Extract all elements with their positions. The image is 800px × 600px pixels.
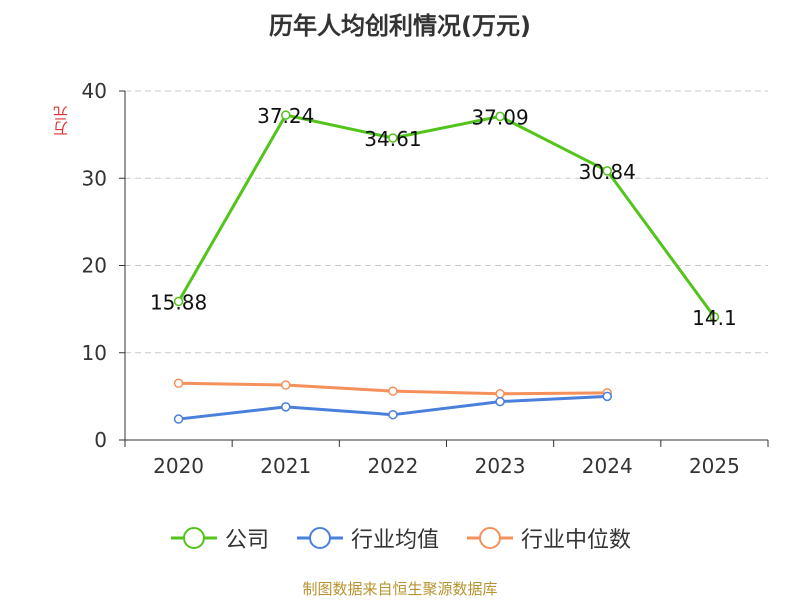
legend-swatch [467,527,513,549]
x-tick-label: 2022 [367,454,418,478]
data-label: 37.24 [257,104,314,128]
x-tick-label: 2021 [260,454,311,478]
data-point [388,133,398,143]
axes: 0 10 20 30 40 2020 2021 2022 2023 2024 2025 [82,79,769,478]
data-point [173,378,184,389]
data-point [173,296,184,307]
data-point [495,396,505,407]
y-tick-label: 10 [82,341,107,365]
data-label: 30.84 [579,160,636,184]
series-line [177,113,716,318]
data-point [281,380,291,390]
x-tick-label: 2025 [689,454,740,478]
data-point [281,402,291,412]
legend-item[interactable]: 行业均值 [295,522,439,554]
data-point [602,166,612,176]
y-tick-label: 0 [94,428,107,452]
series [173,110,720,424]
y-tick-label: 40 [82,79,107,103]
data-label: 15.88 [150,290,207,314]
gridlines [125,90,768,354]
data-labels: 15.88 37.24 34.61 37.09 30.84 14.1 [150,104,737,330]
y-tick-label: 30 [82,166,107,190]
legend-swatch [296,527,343,549]
data-point [495,111,505,122]
chart-title: 历年人均创利情况(万元) [269,12,531,40]
data-point [388,409,398,420]
data-point [602,391,612,402]
x-tick-label: 2024 [582,454,633,478]
legend: 公司 行业均值 行业中位数 [0,522,800,554]
data-point [281,110,291,120]
y-tick-label: 20 [82,254,107,278]
data-label: 14.1 [692,306,737,330]
data-point [495,389,505,399]
data-label: 34.61 [364,127,421,151]
legend-label: 公司 [224,528,269,553]
data-point [388,386,398,396]
x-tick-label: 2020 [153,454,204,478]
legend-swatch [170,527,217,549]
x-tick-label: 2023 [475,454,526,478]
source-note: 制图数据来自恒生聚源数据库 [302,580,498,598]
data-point [173,414,184,424]
data-label: 37.09 [471,105,528,129]
data-point [709,312,720,322]
legend-label: 行业中位数 [521,528,632,553]
legend-item[interactable]: 行业中位数 [465,522,631,554]
legend-label: 行业均值 [350,528,439,553]
legend-item[interactable]: 公司 [169,522,269,554]
